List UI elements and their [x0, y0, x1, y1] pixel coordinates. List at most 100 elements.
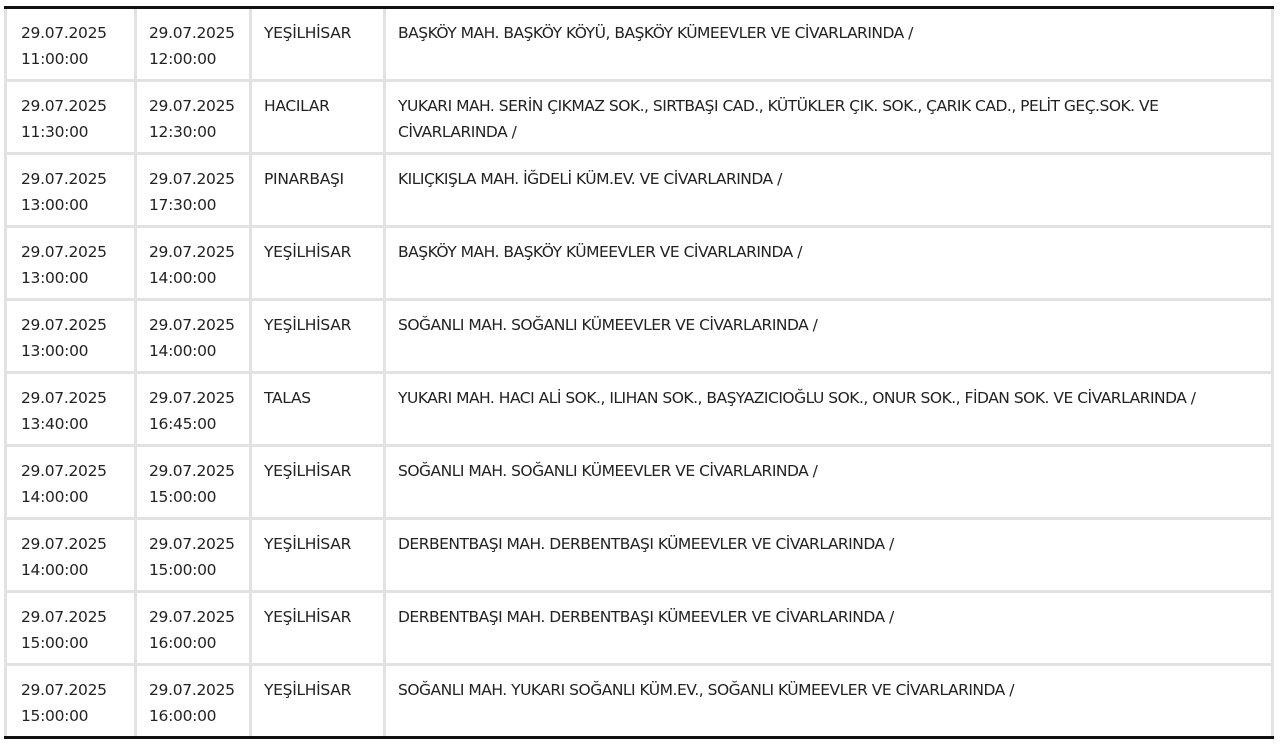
district: YEŞİLHİSAR: [264, 608, 352, 626]
end-cell: 29.07.2025 12:30:00: [134, 79, 252, 155]
end-time: 15:00:00: [149, 561, 217, 579]
start-date: 29.07.2025: [21, 608, 107, 626]
end-date: 29.07.2025: [149, 24, 235, 42]
end-time: 12:00:00: [149, 50, 217, 68]
end-date: 29.07.2025: [149, 681, 235, 699]
start-cell: 29.07.2025 14:00:00: [4, 444, 137, 520]
start-time: 15:00:00: [21, 634, 89, 652]
start-cell: 29.07.2025 15:00:00: [4, 590, 137, 666]
start-date: 29.07.2025: [21, 24, 107, 42]
area-cell: YUKARI MAH. SERİN ÇIKMAZ SOK., SIRTBAŞI …: [383, 79, 1274, 155]
start-cell: 29.07.2025 14:00:00: [4, 517, 137, 593]
district-cell: YEŞİLHİSAR: [249, 225, 386, 301]
end-time: 15:00:00: [149, 488, 217, 506]
district: YEŞİLHİSAR: [264, 462, 352, 480]
district-cell: YEŞİLHİSAR: [249, 590, 386, 666]
area: BAŞKÖY MAH. BAŞKÖY KÜMEEVLER VE CİVARLAR…: [398, 243, 802, 261]
end-date: 29.07.2025: [149, 462, 235, 480]
district: YEŞİLHİSAR: [264, 681, 352, 699]
start-time: 13:40:00: [21, 415, 89, 433]
start-cell: 29.07.2025 13:00:00: [4, 152, 137, 228]
start-cell: 29.07.2025 11:00:00: [4, 9, 137, 82]
area: SOĞANLI MAH. SOĞANLI KÜMEEVLER VE CİVARL…: [398, 316, 818, 334]
start-date: 29.07.2025: [21, 462, 107, 480]
start-cell: 29.07.2025 13:00:00: [4, 225, 137, 301]
table-row: 29.07.2025 11:00:00 29.07.2025 12:00:00 YEŞİ…: [4, 9, 1274, 82]
area: BAŞKÖY MAH. BAŞKÖY KÖYÜ, BAŞKÖY KÜMEEVLE…: [398, 24, 913, 42]
area-cell: BAŞKÖY MAH. BAŞKÖY KÜMEEVLER VE CİVARLAR…: [383, 225, 1274, 301]
outage-table-container: 29.07.2025 11:00:00 29.07.2025 12:00:00 YEŞİ…: [4, 6, 1274, 739]
district: YEŞİLHİSAR: [264, 243, 352, 261]
start-cell: 29.07.2025 13:00:00: [4, 298, 137, 374]
area: KILIÇKIŞLA MAH. İĞDELİ KÜM.EV. VE CİVARL…: [398, 170, 782, 188]
table-row: 29.07.2025 13:40:00 29.07.2025 16:45:00 TALA…: [4, 371, 1274, 447]
district-cell: HACILAR: [249, 79, 386, 155]
end-date: 29.07.2025: [149, 608, 235, 626]
end-cell: 29.07.2025 17:30:00: [134, 152, 252, 228]
area-cell: BAŞKÖY MAH. BAŞKÖY KÖYÜ, BAŞKÖY KÜMEEVLE…: [383, 9, 1274, 82]
area-cell: SOĞANLI MAH. SOĞANLI KÜMEEVLER VE CİVARL…: [383, 444, 1274, 520]
district-cell: PINARBAŞI: [249, 152, 386, 228]
end-cell: 29.07.2025 12:00:00: [134, 9, 252, 82]
start-cell: 29.07.2025 13:40:00: [4, 371, 137, 447]
end-date: 29.07.2025: [149, 535, 235, 553]
area: SOĞANLI MAH. YUKARI SOĞANLI KÜM.EV., SOĞ…: [398, 681, 1014, 699]
end-date: 29.07.2025: [149, 243, 235, 261]
end-cell: 29.07.2025 16:45:00: [134, 371, 252, 447]
district-cell: TALAS: [249, 371, 386, 447]
end-time: 16:00:00: [149, 707, 217, 725]
table-row: 29.07.2025 15:00:00 29.07.2025 16:00:00 YEŞİ…: [4, 663, 1274, 736]
end-cell: 29.07.2025 16:00:00: [134, 663, 252, 736]
start-time: 13:00:00: [21, 196, 89, 214]
start-date: 29.07.2025: [21, 243, 107, 261]
district-cell: YEŞİLHİSAR: [249, 9, 386, 82]
area-cell: DERBENTBAŞI MAH. DERBENTBAŞI KÜMEEVLER V…: [383, 590, 1274, 666]
area: YUKARI MAH. SERİN ÇIKMAZ SOK., SIRTBAŞI …: [398, 97, 1159, 141]
start-time: 11:30:00: [21, 123, 89, 141]
district-cell: YEŞİLHİSAR: [249, 663, 386, 736]
outage-table: 29.07.2025 11:00:00 29.07.2025 12:00:00 YEŞİ…: [4, 9, 1274, 736]
end-time: 17:30:00: [149, 196, 217, 214]
district: YEŞİLHİSAR: [264, 535, 352, 553]
table-row: 29.07.2025 11:30:00 29.07.2025 12:30:00 HACI…: [4, 79, 1274, 155]
end-cell: 29.07.2025 14:00:00: [134, 298, 252, 374]
start-cell: 29.07.2025 15:00:00: [4, 663, 137, 736]
area: SOĞANLI MAH. SOĞANLI KÜMEEVLER VE CİVARL…: [398, 462, 818, 480]
start-date: 29.07.2025: [21, 535, 107, 553]
end-time: 16:45:00: [149, 415, 217, 433]
area-cell: KILIÇKIŞLA MAH. İĞDELİ KÜM.EV. VE CİVARL…: [383, 152, 1274, 228]
end-time: 16:00:00: [149, 634, 217, 652]
table-row: 29.07.2025 15:00:00 29.07.2025 16:00:00 YEŞİ…: [4, 590, 1274, 666]
district: YEŞİLHİSAR: [264, 316, 352, 334]
end-time: 14:00:00: [149, 342, 217, 360]
area-cell: DERBENTBAŞI MAH. DERBENTBAŞI KÜMEEVLER V…: [383, 517, 1274, 593]
end-cell: 29.07.2025 15:00:00: [134, 444, 252, 520]
start-time: 11:00:00: [21, 50, 89, 68]
district-cell: YEŞİLHİSAR: [249, 444, 386, 520]
end-date: 29.07.2025: [149, 389, 235, 407]
start-time: 13:00:00: [21, 269, 89, 287]
district: HACILAR: [264, 97, 330, 115]
end-date: 29.07.2025: [149, 170, 235, 188]
end-time: 12:30:00: [149, 123, 217, 141]
area-cell: YUKARI MAH. HACI ALİ SOK., ILIHAN SOK., …: [383, 371, 1274, 447]
start-date: 29.07.2025: [21, 389, 107, 407]
area: DERBENTBAŞI MAH. DERBENTBAŞI KÜMEEVLER V…: [398, 535, 894, 553]
area: YUKARI MAH. HACI ALİ SOK., ILIHAN SOK., …: [398, 389, 1196, 407]
table-row: 29.07.2025 13:00:00 29.07.2025 14:00:00 YEŞİ…: [4, 298, 1274, 374]
start-date: 29.07.2025: [21, 316, 107, 334]
end-date: 29.07.2025: [149, 97, 235, 115]
district-cell: YEŞİLHİSAR: [249, 298, 386, 374]
area: DERBENTBAŞI MAH. DERBENTBAŞI KÜMEEVLER V…: [398, 608, 894, 626]
end-date: 29.07.2025: [149, 316, 235, 334]
start-time: 15:00:00: [21, 707, 89, 725]
start-time: 13:00:00: [21, 342, 89, 360]
table-row: 29.07.2025 14:00:00 29.07.2025 15:00:00 YEŞİ…: [4, 444, 1274, 520]
area-cell: SOĞANLI MAH. YUKARI SOĞANLI KÜM.EV., SOĞ…: [383, 663, 1274, 736]
start-cell: 29.07.2025 11:30:00: [4, 79, 137, 155]
end-time: 14:00:00: [149, 269, 217, 287]
start-time: 14:00:00: [21, 561, 89, 579]
district-cell: YEŞİLHİSAR: [249, 517, 386, 593]
table-row: 29.07.2025 14:00:00 29.07.2025 15:00:00 YEŞİ…: [4, 517, 1274, 593]
start-date: 29.07.2025: [21, 170, 107, 188]
